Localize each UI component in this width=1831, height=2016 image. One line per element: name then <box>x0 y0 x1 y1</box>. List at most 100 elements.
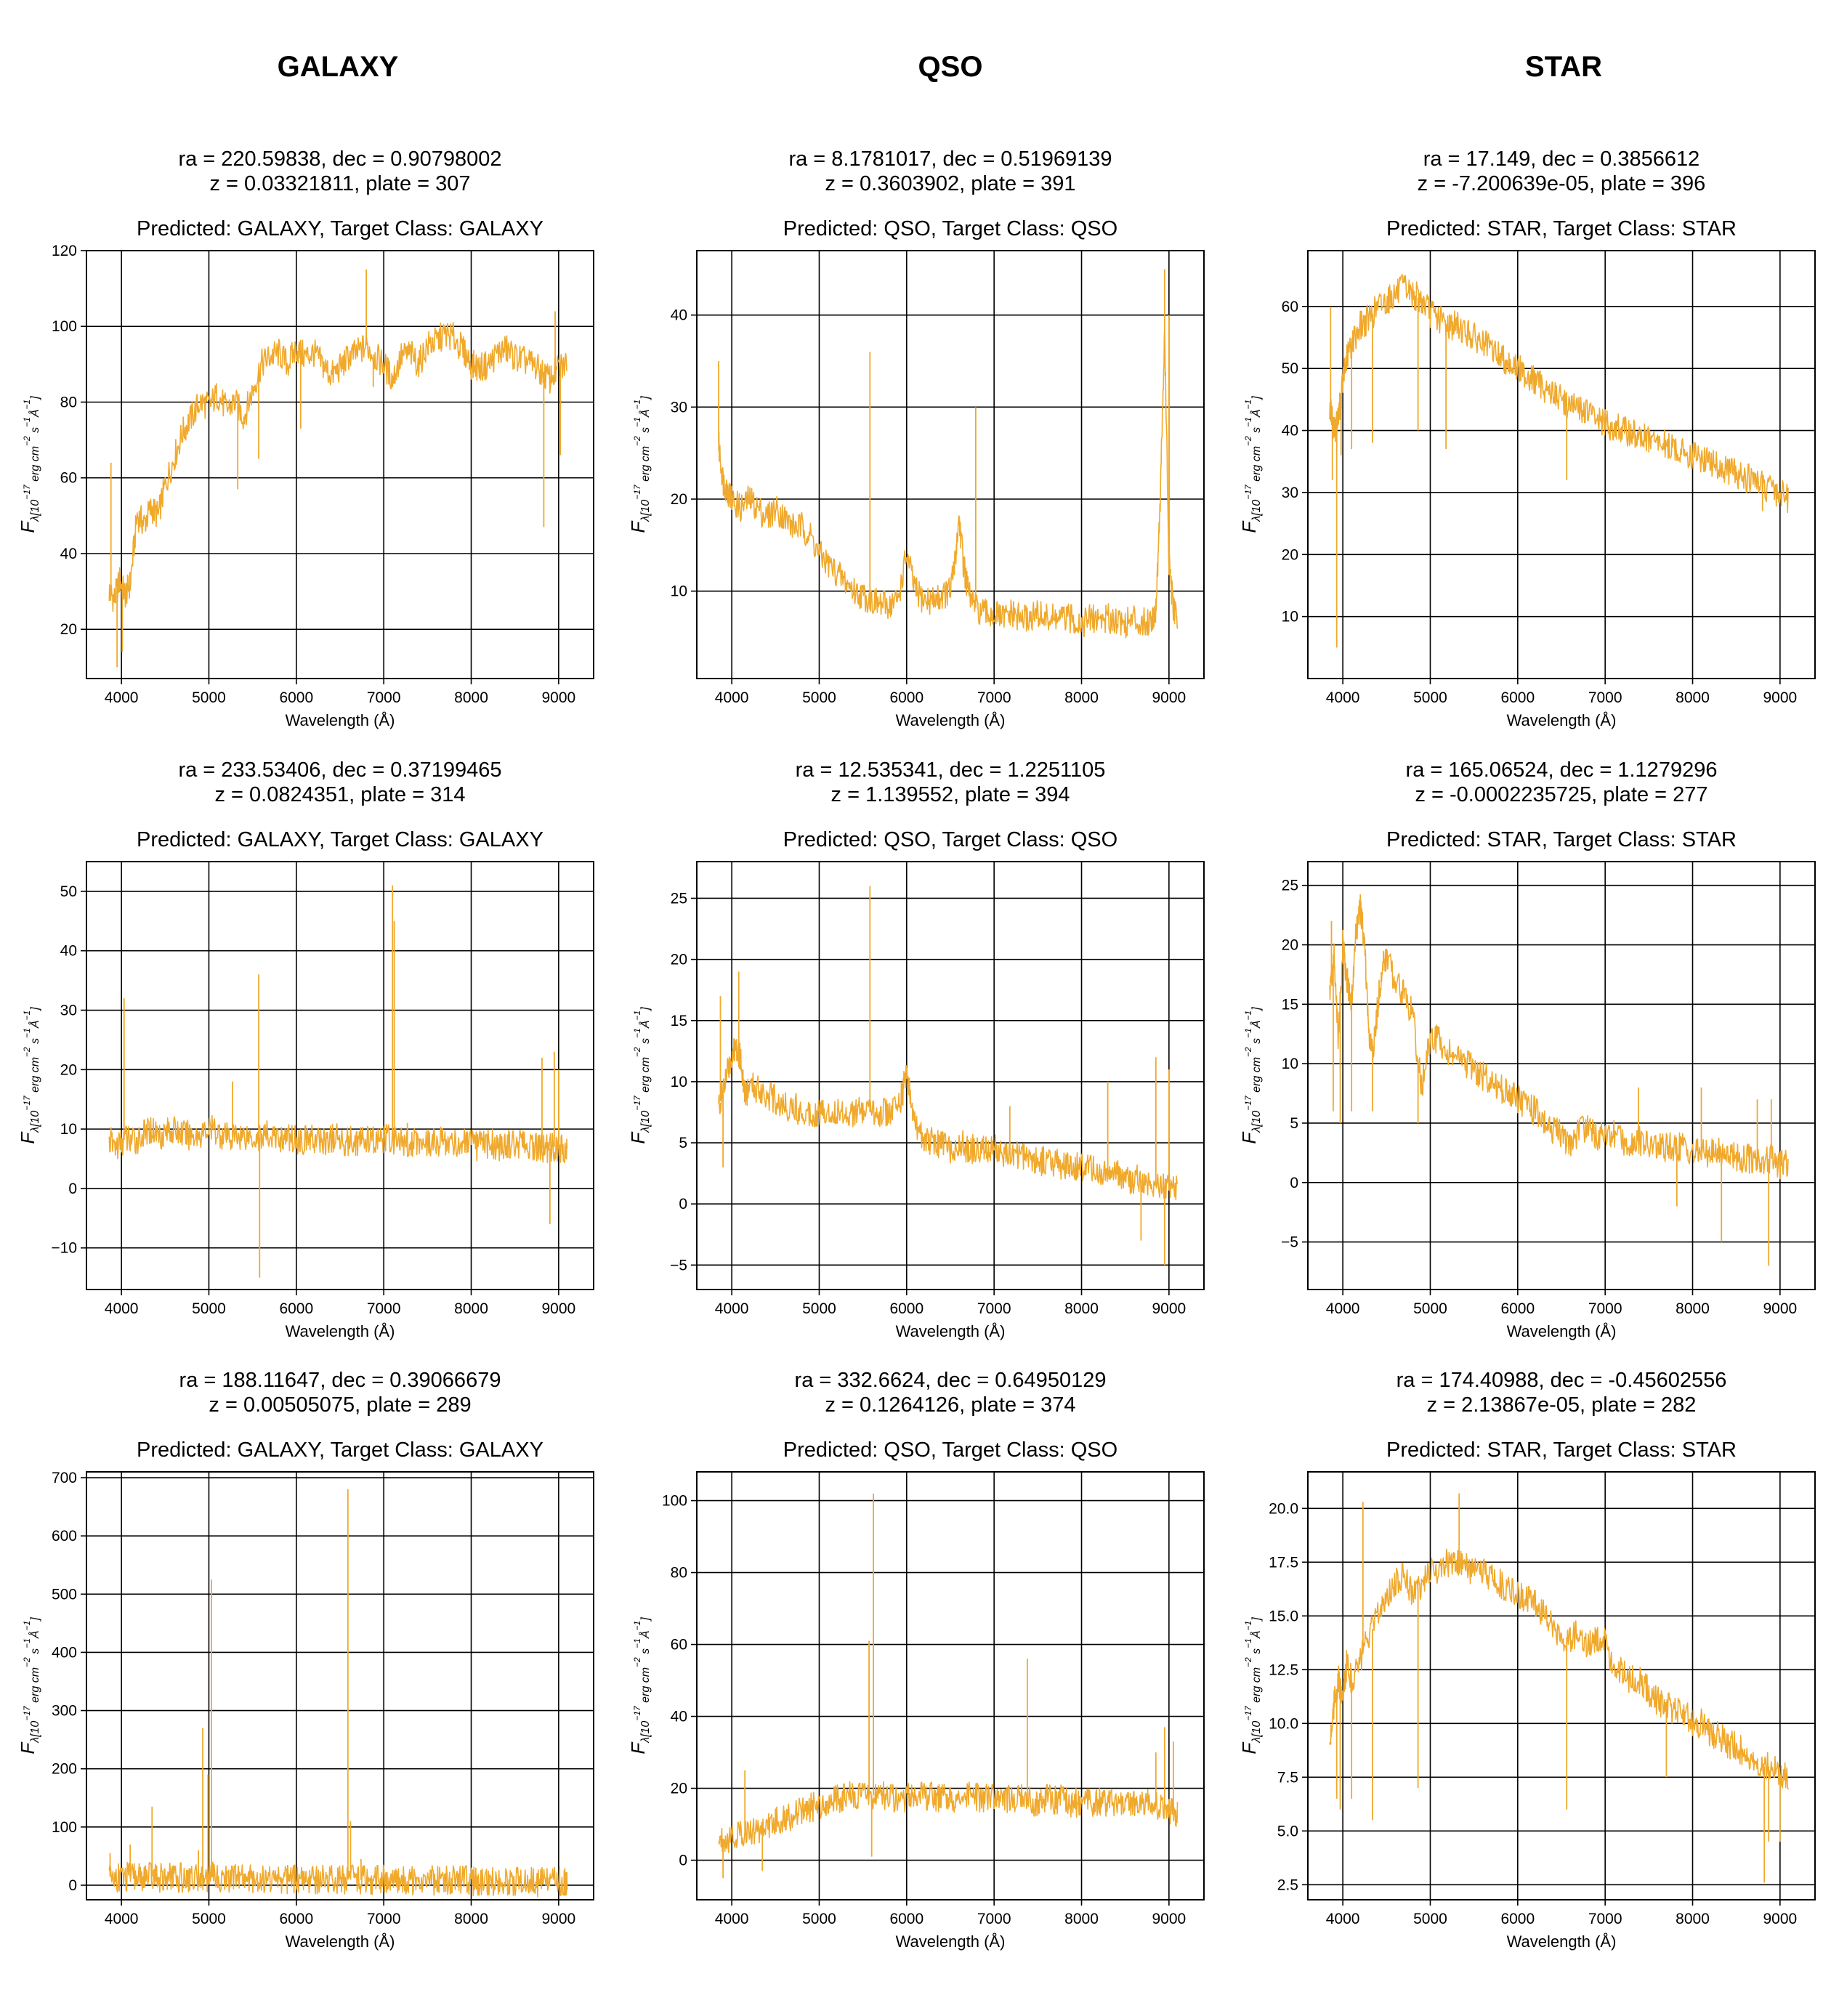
y-axis-label-part: s <box>29 1648 41 1657</box>
y-axis-label-part: −1 <box>22 417 32 427</box>
x-tick-label: 5000 <box>1413 689 1447 706</box>
y-axis-label-part: −2 <box>1243 1657 1253 1667</box>
x-tick-label: 9000 <box>1152 689 1187 706</box>
y-tick-label: 10 <box>671 583 687 600</box>
y-axis-label-part: F <box>627 1131 649 1144</box>
y-axis-label-part: λ[10 <box>29 1721 41 1744</box>
spectrum-info: ra = 233.53406, dec = 0.37199465 z = 0.08… <box>64 758 616 807</box>
y-axis-label-part: −2 <box>632 1657 642 1667</box>
y-axis-label-part: ] <box>1250 1617 1263 1622</box>
ra-dec-label: ra = 332.6624, dec = 0.64950129 <box>794 1369 1107 1392</box>
y-axis-label-part: λ[10 <box>1250 500 1263 522</box>
y-tick-label: 60 <box>60 470 77 487</box>
y-tick-label: 60 <box>671 1637 687 1653</box>
y-tick-label: 5 <box>1290 1115 1298 1132</box>
y-tick-label: 400 <box>52 1644 77 1661</box>
y-tick-label: 5.0 <box>1277 1823 1298 1839</box>
x-tick-label: 8000 <box>454 1911 488 1927</box>
spectrum-line <box>1329 273 1789 514</box>
y-axis-label-part: F <box>627 1741 649 1754</box>
column-header-galaxy: GALAXY <box>277 51 399 83</box>
y-axis-label-part: −2 <box>1243 1047 1253 1057</box>
y-axis-label-part: −17 <box>1243 1095 1253 1111</box>
x-axis-label: Wavelength (Å) <box>286 711 395 729</box>
spectrum-line <box>108 1114 568 1164</box>
x-tick-label: 4000 <box>105 1300 139 1317</box>
y-tick-label: 40 <box>671 307 687 324</box>
y-tick-label: 100 <box>662 1493 687 1510</box>
x-tick-label: 8000 <box>1064 1300 1099 1317</box>
column-header-qso: QSO <box>918 51 983 83</box>
y-axis-label-part: −2 <box>22 1047 32 1057</box>
y-axis-label-part: F <box>627 520 649 533</box>
y-axis-label-part: −2 <box>1243 436 1253 446</box>
y-tick-label: 80 <box>60 394 77 410</box>
y-tick-label: 30 <box>671 399 687 416</box>
spectrum-info: ra = 12.535341, dec = 1.2251105 z = 1.139… <box>674 758 1226 807</box>
y-axis-label-part: λ[10 <box>1250 1721 1263 1744</box>
x-axis-label: Wavelength (Å) <box>1507 1322 1617 1340</box>
x-tick-label: 9000 <box>1152 1300 1187 1317</box>
x-tick-label: 7000 <box>1588 689 1622 706</box>
x-tick-label: 7000 <box>1588 1300 1622 1317</box>
spectrum-line <box>1329 894 1789 1180</box>
x-tick-label: 6000 <box>889 689 923 706</box>
x-axis-label: Wavelength (Å) <box>286 1932 395 1951</box>
x-tick-label: 5000 <box>192 1300 226 1317</box>
plot-frame <box>86 861 594 1290</box>
y-tick-label: 200 <box>52 1761 77 1778</box>
y-tick-label: 40 <box>671 1709 687 1725</box>
x-tick-label: 8000 <box>1676 689 1710 706</box>
x-tick-label: 6000 <box>889 1300 923 1317</box>
y-axis-label-part: −17 <box>1243 1705 1253 1721</box>
y-axis-label-part: −17 <box>632 1095 642 1111</box>
y-axis-label: Fλ[10−17 erg cm−2 s−1Å−1] <box>1238 396 1263 533</box>
y-axis-label: Fλ[10−17 erg cm−2 s−1Å−1] <box>627 1007 652 1144</box>
x-axis-label: Wavelength (Å) <box>896 1932 1006 1951</box>
x-tick-label: 4000 <box>105 1911 139 1927</box>
y-axis-label-part: s <box>1250 427 1263 436</box>
y-tick-label: 30 <box>1282 485 1298 501</box>
y-axis-label-part: −1 <box>22 1638 32 1648</box>
y-axis-label-part: erg cm <box>639 1667 652 1706</box>
y-tick-label: 2.5 <box>1277 1877 1298 1893</box>
y-axis-label-part: s <box>1250 1038 1263 1047</box>
redshift-plate-label: z = 0.3603902, plate = 391 <box>825 172 1076 195</box>
ra-dec-label: ra = 233.53406, dec = 0.37199465 <box>178 758 502 782</box>
y-tick-label: 20 <box>671 952 687 968</box>
spectrum-info: ra = 188.11647, dec = 0.39066679 z = 0.00… <box>64 1368 616 1417</box>
y-tick-label: 20 <box>60 621 77 638</box>
y-axis-label: Fλ[10−17 erg cm−2 s−1Å−1] <box>17 396 41 533</box>
y-axis-label-part: s <box>1250 1648 1263 1657</box>
plot-frame <box>696 1471 1205 1900</box>
plot-frame <box>1307 861 1816 1290</box>
y-tick-label: 80 <box>671 1565 687 1582</box>
ra-dec-label: ra = 188.11647, dec = 0.39066679 <box>179 1369 501 1392</box>
y-axis-label-part: F <box>17 1741 39 1754</box>
spectrum-line <box>718 1781 1179 1853</box>
y-axis-label: Fλ[10−17 erg cm−2 s−1Å−1] <box>17 1617 41 1754</box>
x-tick-label: 8000 <box>454 689 488 706</box>
x-tick-label: 5000 <box>1413 1300 1447 1317</box>
y-axis-label-part: −1 <box>22 1028 32 1038</box>
y-tick-label: 20.0 <box>1269 1500 1298 1517</box>
x-tick-label: 7000 <box>977 1911 1011 1927</box>
y-tick-label: −5 <box>1281 1234 1298 1251</box>
y-tick-label: 60 <box>1282 299 1298 315</box>
spectrum-line <box>718 331 1179 639</box>
y-axis-label-part: −1 <box>22 1011 32 1021</box>
y-axis-label-part: Å <box>638 1020 652 1029</box>
x-axis-label: Wavelength (Å) <box>896 1322 1006 1340</box>
spectrum-info: ra = 174.40988, dec = -0.45602556 z = 2.1… <box>1285 1368 1831 1417</box>
y-tick-label: 10.0 <box>1269 1715 1298 1732</box>
ra-dec-label: ra = 220.59838, dec = 0.90798002 <box>178 147 502 171</box>
x-tick-label: 7000 <box>977 1300 1011 1317</box>
x-tick-label: 4000 <box>1326 689 1360 706</box>
x-tick-label: 6000 <box>889 1911 923 1927</box>
y-tick-label: 5 <box>679 1135 687 1151</box>
x-tick-label: 9000 <box>542 689 576 706</box>
y-axis-label-part: s <box>639 427 652 436</box>
